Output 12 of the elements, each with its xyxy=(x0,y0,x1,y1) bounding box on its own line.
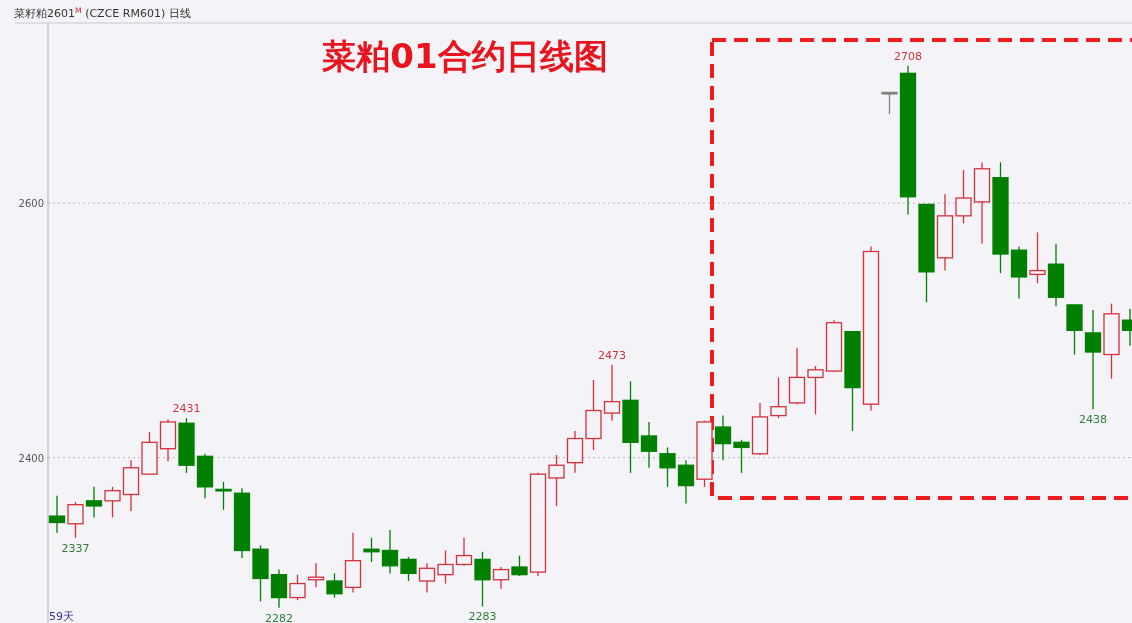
y-tick-label: 2600 xyxy=(18,198,44,210)
chart-title: 菜粕01合约日线图 xyxy=(321,36,608,76)
y-tick-label: 2400 xyxy=(18,452,44,464)
chart-subtitle: 菜籽粕2601$^{M}$ (CZCE RM601) 日线 xyxy=(14,5,191,20)
annotation: 59天 xyxy=(49,610,74,623)
annotation: 2431 xyxy=(172,402,201,416)
annotation: 2708 xyxy=(894,49,922,63)
annotation: 2473 xyxy=(598,348,626,362)
annotation: 2438 xyxy=(1079,413,1107,427)
annotation: 2337 xyxy=(61,541,90,555)
annotation: 2283 xyxy=(468,610,497,623)
annotation: 2282 xyxy=(265,611,293,623)
